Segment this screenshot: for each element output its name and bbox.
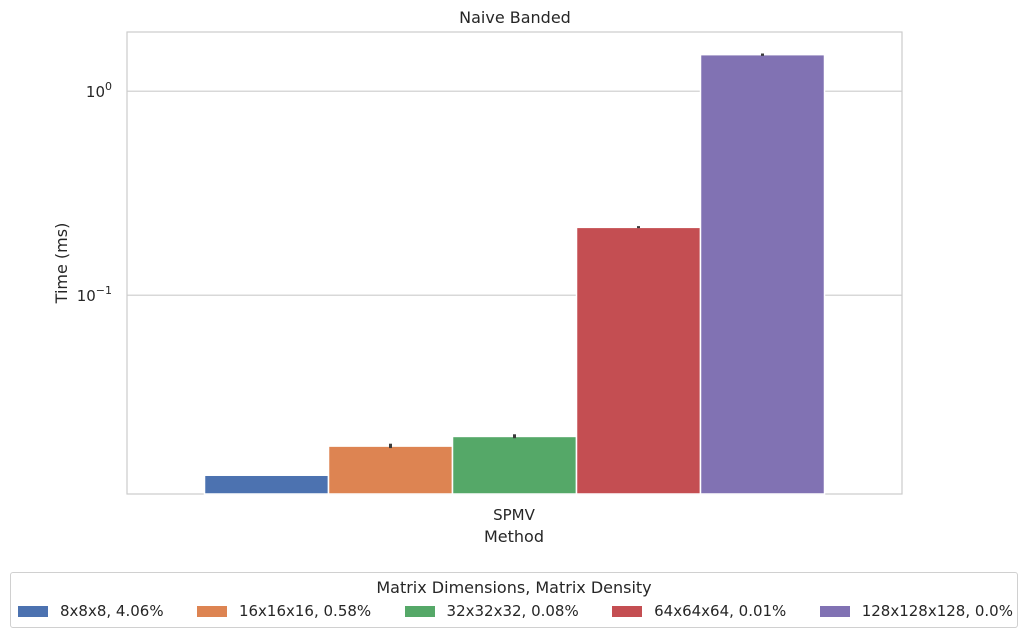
bar (327, 445, 454, 495)
x-tick-label: SPMV (493, 506, 536, 524)
legend-label: 32x32x32, 0.08% (446, 602, 579, 620)
legend-label: 64x64x64, 0.01% (654, 602, 787, 620)
bar (575, 226, 702, 495)
chart-title: Naive Banded (459, 8, 571, 27)
legend-swatch (18, 605, 48, 617)
legend-item: 8x8x8, 4.06% (18, 602, 164, 620)
legend-swatch (612, 605, 643, 617)
bars (203, 53, 826, 495)
legend-items: 8x8x8, 4.06% 16x16x16, 0.58% 32x32x32, 0.0… (18, 602, 1013, 620)
y-axis-label: Time (ms) (52, 223, 71, 305)
legend: Matrix Dimensions, Matrix Density 8x8x8,… (10, 572, 1018, 628)
bar (203, 474, 330, 495)
legend-item: 64x64x64, 0.01% (612, 602, 786, 620)
y-tick-label: 10−1 (77, 284, 112, 305)
error-bars (389, 53, 764, 449)
bar (451, 435, 578, 495)
legend-title: Matrix Dimensions, Matrix Density (376, 578, 652, 597)
bar (699, 53, 826, 495)
legend-swatch (404, 605, 435, 617)
y-tick-labels: 10−1 100 (77, 80, 112, 305)
legend-label: 16x16x16, 0.58% (238, 602, 372, 620)
legend-item: 16x16x16, 0.58% (196, 602, 372, 620)
x-axis-label: Method (484, 527, 544, 546)
legend-label: 128x128x128, 0.0% (861, 602, 1013, 620)
legend-swatch (196, 605, 227, 617)
y-tick-label: 100 (86, 80, 112, 101)
legend-item: 32x32x32, 0.08% (404, 602, 579, 620)
legend-label: 8x8x8, 4.06% (60, 602, 164, 620)
legend-item: 128x128x128, 0.0% (819, 602, 1013, 620)
legend-swatch (819, 605, 850, 617)
